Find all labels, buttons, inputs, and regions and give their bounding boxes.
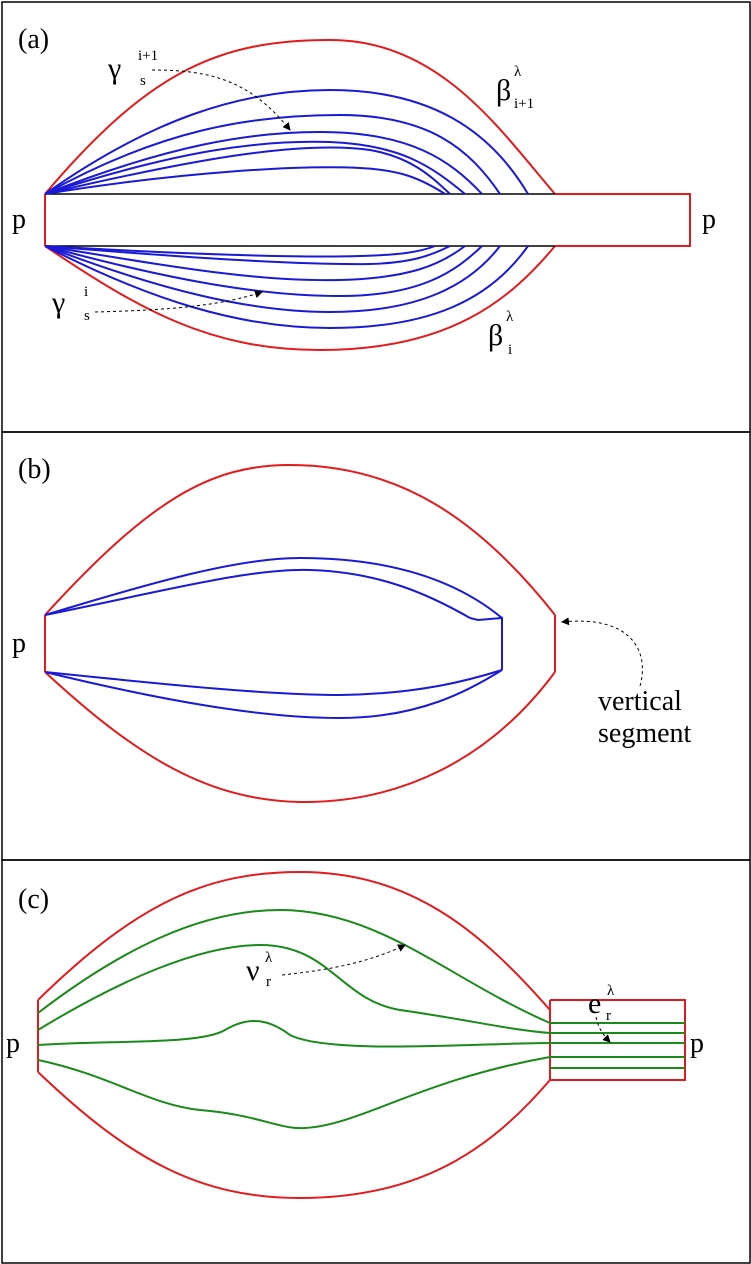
panel-c-label: (c) [18, 884, 49, 915]
p-left-label: p [12, 204, 26, 235]
b-red-top [44, 463, 556, 616]
c-right-rect [549, 999, 686, 1081]
gamma-top-curve-2 [44, 113, 501, 195]
e-label: e λ r [588, 983, 615, 1024]
b-red-bottom [44, 671, 556, 804]
gamma-bottom-curve-4 [44, 245, 466, 282]
gamma-bottom-curve-3 [44, 245, 483, 298]
gamma-bottom-curve-1 [44, 245, 529, 330]
svg-text:s: s [84, 308, 90, 324]
beta-bottom-curve [44, 245, 556, 352]
gamma-top-label: γ i+1 s [107, 48, 158, 89]
svg-text:β: β [496, 74, 511, 107]
annotation-line2: segment [598, 718, 692, 749]
b-blue-top-2 [44, 568, 471, 619]
gamma-top-curve-6 [44, 166, 446, 195]
gamma-top-curve-4 [44, 140, 466, 195]
svg-text:r: r [266, 974, 271, 990]
gamma-top-curve-1 [44, 88, 529, 195]
panel-a: (a) p p γ i+1 s [12, 24, 716, 358]
b-blue-bottom-2 [44, 669, 503, 697]
beta-top-label: β λ i+1 [496, 64, 534, 112]
right-strip [555, 193, 691, 247]
gamma-bottom-label: γ i s [51, 284, 90, 324]
panel-c-frame [1, 859, 751, 1264]
gamma-bottom-curve-6 [44, 245, 436, 258]
c-p-right-label: p [690, 1028, 704, 1059]
svg-text:γ: γ [51, 286, 65, 319]
svg-text:γ: γ [107, 52, 121, 85]
b-blue-top-1 [44, 556, 503, 619]
gamma-top-curve-3 [44, 130, 483, 195]
b-blue-bottom-1 [44, 669, 503, 720]
gamma-bottom-arrow [94, 290, 263, 313]
panel-a-label: (a) [18, 24, 49, 55]
svg-text:i: i [84, 284, 88, 300]
svg-text:s: s [140, 73, 146, 89]
svg-text:i+1: i+1 [514, 96, 534, 112]
svg-text:i: i [508, 342, 512, 358]
svg-text:β: β [488, 319, 503, 352]
c-red-bottom [37, 1071, 551, 1200]
svg-text:r: r [606, 1008, 611, 1024]
svg-text:i+1: i+1 [138, 48, 158, 64]
green-curve-1 [37, 908, 551, 1024]
c-red-top [37, 870, 551, 1011]
panel-b-label: (b) [18, 454, 51, 485]
vertical-segment-arrow [561, 617, 643, 687]
beta-bottom-label: β λ i [488, 309, 514, 358]
svg-text:λ: λ [607, 983, 615, 999]
panel-b-frame [1, 431, 751, 861]
gamma-bottom-curve-2 [44, 245, 501, 314]
svg-text:λ: λ [506, 309, 514, 325]
b-p-left-label: p [12, 628, 26, 659]
green-curve-3 [37, 1019, 551, 1048]
gamma-top-curve-5 [44, 146, 451, 195]
green-curve-2 [37, 943, 551, 1034]
e-arrow [595, 1016, 611, 1043]
svg-text:e: e [588, 987, 601, 1020]
gamma-top-arrow [151, 69, 291, 131]
panel-c: (c) p p ν λ r e λ r [6, 870, 704, 1200]
svg-text:λ: λ [265, 950, 273, 966]
gamma-bottom-curve-5 [44, 245, 451, 266]
p-right-label: p [702, 204, 716, 235]
beta-top-curve [44, 38, 556, 195]
svg-text:λ: λ [514, 64, 522, 80]
annotation-line1: vertical [598, 686, 682, 717]
nu-arrow [281, 944, 406, 976]
green-curve-4 [37, 1056, 551, 1130]
c-p-left-label: p [6, 1028, 20, 1059]
panel-b: (b) p vertical segment [12, 454, 692, 804]
nu-label: ν λ r [246, 950, 273, 990]
b-blue-connector [469, 616, 503, 670]
svg-text:ν: ν [246, 954, 260, 987]
